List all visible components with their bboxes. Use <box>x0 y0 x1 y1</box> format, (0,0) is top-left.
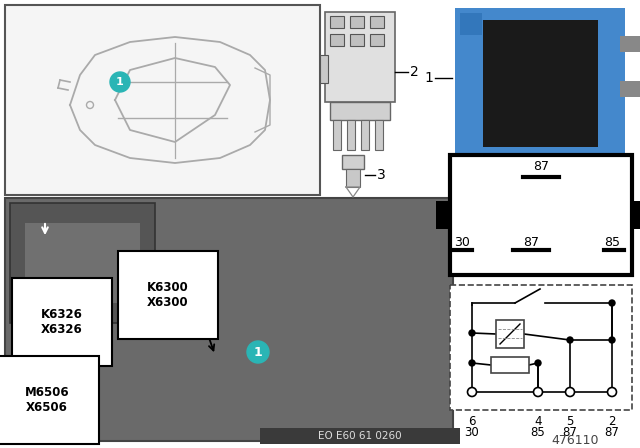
Bar <box>460 13 482 35</box>
Text: 87: 87 <box>605 426 620 439</box>
Circle shape <box>247 341 269 363</box>
Text: 30: 30 <box>465 426 479 439</box>
Bar <box>342 155 364 169</box>
Bar <box>620 36 640 52</box>
Bar <box>436 201 450 229</box>
Bar <box>450 155 632 275</box>
Circle shape <box>467 388 477 396</box>
Bar <box>370 34 384 46</box>
Text: 2: 2 <box>608 415 616 428</box>
Bar <box>361 120 369 150</box>
Circle shape <box>566 388 575 396</box>
Text: 87: 87 <box>533 160 549 173</box>
Bar <box>450 285 632 410</box>
Bar <box>325 12 395 102</box>
Text: EO E60 61 0260: EO E60 61 0260 <box>318 431 402 441</box>
Bar <box>620 81 640 97</box>
Bar <box>25 223 140 303</box>
Bar <box>496 320 524 348</box>
Bar <box>375 120 383 150</box>
Text: M6506
X6506: M6506 X6506 <box>25 386 69 414</box>
Bar <box>346 169 360 187</box>
Circle shape <box>469 360 475 366</box>
Bar <box>330 16 344 28</box>
Bar <box>333 120 341 150</box>
Bar <box>5 198 453 441</box>
Bar <box>320 55 328 83</box>
Bar <box>455 8 625 153</box>
Text: 4: 4 <box>534 415 541 428</box>
Bar <box>5 5 320 195</box>
Bar <box>491 357 529 373</box>
Text: 1: 1 <box>253 345 262 358</box>
Text: 2: 2 <box>410 65 419 79</box>
Circle shape <box>609 337 615 343</box>
Circle shape <box>609 300 615 306</box>
Text: 1: 1 <box>116 77 124 87</box>
Bar <box>632 201 640 229</box>
Bar <box>330 34 344 46</box>
Bar <box>370 16 384 28</box>
Circle shape <box>534 388 543 396</box>
Text: 3: 3 <box>377 168 386 182</box>
Text: 85: 85 <box>531 426 545 439</box>
Bar <box>483 20 598 147</box>
Text: 1: 1 <box>424 71 433 85</box>
Text: 30: 30 <box>454 236 470 249</box>
Circle shape <box>567 337 573 343</box>
Circle shape <box>535 360 541 366</box>
Text: K6300
X6300: K6300 X6300 <box>147 281 189 309</box>
Bar <box>347 120 355 150</box>
Circle shape <box>469 330 475 336</box>
Bar <box>350 34 364 46</box>
Bar <box>350 16 364 28</box>
Circle shape <box>110 72 130 92</box>
Text: 87: 87 <box>563 426 577 439</box>
Text: 87: 87 <box>523 236 539 249</box>
Text: K6326
X6326: K6326 X6326 <box>41 308 83 336</box>
Circle shape <box>607 388 616 396</box>
Text: 5: 5 <box>566 415 573 428</box>
Bar <box>10 203 155 323</box>
Text: 6: 6 <box>468 415 476 428</box>
Bar <box>260 428 460 444</box>
Text: 85: 85 <box>604 236 620 249</box>
Text: 476110: 476110 <box>551 434 599 447</box>
Bar <box>330 102 390 120</box>
